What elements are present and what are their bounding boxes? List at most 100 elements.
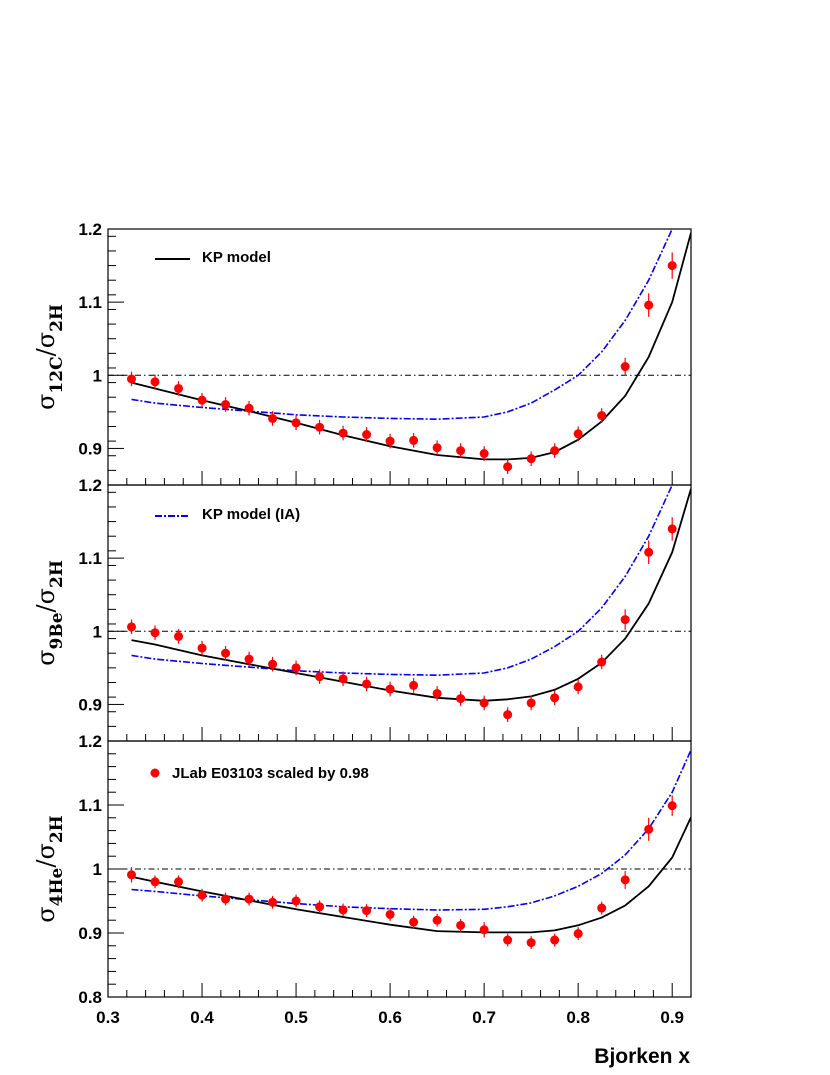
y-axis-title-slash-sigma: /σ bbox=[32, 332, 60, 356]
y-axis-title-denominator: 2H bbox=[47, 304, 67, 332]
data-point bbox=[667, 801, 677, 811]
panel-3: 1.2 1.1 1 0.9 0.8 σ4He/σ2H 0.3 0.4 0.5 0.6 0.7 0.8 0… bbox=[32, 732, 692, 1027]
legend: KP model KP model (IA) JLab E03103 scale… bbox=[150, 249, 369, 782]
kp-model-curve bbox=[131, 816, 691, 934]
panels-layer: 1.21.110.9σ12C/σ2H1.21.110.9σ9Be/σ2H1.21… bbox=[32, 220, 692, 1027]
data-point bbox=[291, 896, 301, 906]
y-tick-label: 0.8 bbox=[78, 988, 102, 1007]
y-tick-label: 1.2 bbox=[78, 220, 102, 239]
data-point bbox=[127, 374, 137, 384]
x-tick-label: 0.4 bbox=[190, 1008, 214, 1027]
data-point bbox=[362, 906, 372, 916]
data-point bbox=[550, 446, 560, 456]
data-point bbox=[315, 902, 325, 912]
data-point bbox=[667, 261, 677, 271]
data-point bbox=[526, 454, 536, 464]
data-point bbox=[644, 824, 654, 834]
x-tick-label: 0.8 bbox=[566, 1008, 590, 1027]
data-point bbox=[479, 925, 489, 935]
data-point bbox=[127, 870, 137, 880]
y-axis-title: σ4He/σ2H bbox=[32, 815, 67, 922]
kp-model-ia-curve bbox=[131, 485, 673, 677]
data-point bbox=[150, 877, 160, 887]
data-point bbox=[197, 643, 207, 653]
y-axis-title-denominator: 2H bbox=[47, 560, 67, 588]
data-point bbox=[644, 300, 654, 310]
kp-model-curve bbox=[131, 232, 691, 461]
data-point bbox=[268, 897, 278, 907]
x-tick-label: 0.7 bbox=[472, 1008, 496, 1027]
y-tick-label: 1.1 bbox=[78, 549, 102, 568]
x-tick-label: 0.9 bbox=[660, 1008, 684, 1027]
y-tick-label: 1 bbox=[93, 860, 102, 879]
data-point bbox=[503, 710, 513, 720]
y-axis-title-sigma: σ bbox=[32, 394, 60, 410]
panel-1: 1.2 1.1 1 0.9 σ12C/σ2H bbox=[32, 220, 692, 486]
legend-kp-ia-label: KP model (IA) bbox=[202, 506, 300, 523]
data-point bbox=[385, 909, 395, 919]
data-point bbox=[597, 657, 607, 667]
y-tick-label: 1.2 bbox=[78, 732, 102, 751]
data-point bbox=[127, 622, 137, 632]
data-point bbox=[315, 672, 325, 682]
legend-data-swatch bbox=[150, 768, 160, 778]
data-point bbox=[291, 418, 301, 428]
data-point bbox=[197, 890, 207, 900]
data-point bbox=[597, 903, 607, 913]
data-point bbox=[573, 682, 583, 692]
data-point bbox=[573, 929, 583, 939]
y-axis-title-denominator: 2H bbox=[47, 815, 67, 843]
data-point bbox=[197, 395, 207, 405]
data-point bbox=[432, 688, 442, 698]
data-point bbox=[432, 915, 442, 925]
y-axis-title: σ12C/σ2H bbox=[32, 304, 67, 410]
kp-model-curve bbox=[131, 488, 691, 702]
data-point bbox=[174, 631, 184, 641]
data-point bbox=[620, 615, 630, 625]
y-axis-title-sigma: σ bbox=[32, 906, 60, 922]
data-point bbox=[456, 446, 466, 456]
y-tick-label: 0.9 bbox=[78, 924, 102, 943]
data-point bbox=[550, 935, 560, 945]
y-axis-title-numerator: 4He bbox=[47, 867, 67, 906]
data-point bbox=[432, 443, 442, 453]
kp-model-ia-curve bbox=[131, 229, 673, 421]
y-tick-label: 1.2 bbox=[78, 476, 102, 495]
data-point bbox=[644, 547, 654, 557]
y-axis-title-slash-sigma: /σ bbox=[32, 588, 60, 612]
data-point bbox=[573, 429, 583, 439]
x-axis-title: Bjorken x bbox=[594, 1045, 690, 1068]
data-point bbox=[221, 400, 231, 410]
x-tick-label: 0.5 bbox=[284, 1008, 308, 1027]
data-point bbox=[150, 377, 160, 387]
data-point bbox=[150, 628, 160, 638]
data-point bbox=[315, 422, 325, 432]
data-point bbox=[503, 462, 513, 472]
data-point bbox=[268, 659, 278, 669]
data-point bbox=[268, 413, 278, 423]
data-point bbox=[244, 894, 254, 904]
data-point bbox=[550, 693, 560, 703]
legend-kp-label: KP model bbox=[202, 249, 271, 266]
data-point bbox=[597, 411, 607, 421]
y-axis-title-numerator: 12C bbox=[47, 356, 67, 393]
data-point bbox=[479, 698, 489, 708]
data-point bbox=[362, 430, 372, 440]
data-point bbox=[409, 435, 419, 445]
y-tick-label: 1.1 bbox=[78, 796, 102, 815]
data-point bbox=[620, 362, 630, 372]
data-point bbox=[526, 698, 536, 708]
y-tick-label: 1.1 bbox=[78, 293, 102, 312]
data-point bbox=[338, 674, 348, 684]
y-axis-title-slash-sigma: /σ bbox=[32, 843, 60, 867]
data-point bbox=[362, 679, 372, 689]
y-tick-label: 0.9 bbox=[78, 439, 102, 458]
data-point bbox=[385, 684, 395, 694]
data-point bbox=[174, 877, 184, 887]
x-tick-label: 0.6 bbox=[378, 1008, 402, 1027]
data-point bbox=[456, 694, 466, 704]
data-point bbox=[221, 894, 231, 904]
data-point bbox=[174, 383, 184, 393]
data-point bbox=[503, 935, 513, 945]
